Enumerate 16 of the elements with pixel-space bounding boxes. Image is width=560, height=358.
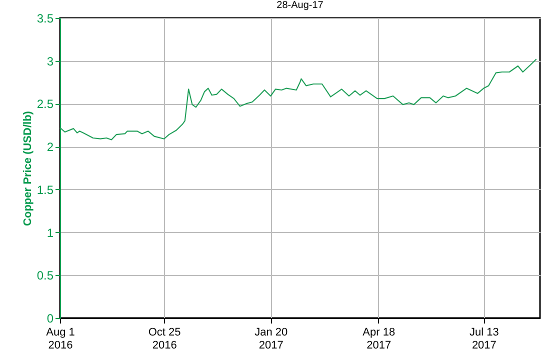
x-tick-label: Oct 25 2016: [148, 326, 181, 352]
y-tick-label: 0.5: [36, 268, 54, 283]
y-tick-label: 2: [46, 140, 54, 154]
y-axis-title: Copper Price (USD/lb): [22, 110, 34, 226]
y-tick-label: 1.5: [36, 182, 54, 197]
y-tick-label: 0: [46, 312, 54, 326]
x-tick-label: Aug 1 2016: [46, 326, 75, 352]
y-tick-label: 3.5: [36, 12, 54, 26]
y-tick-label: 1: [46, 226, 54, 240]
y-tick-label: 2.5: [36, 97, 54, 112]
x-tick-label: Apr 18 2017: [362, 326, 396, 352]
line-series: [59, 58, 537, 140]
chart-title: 28-Aug-17: [276, 0, 324, 11]
y-tick-label: 3: [46, 54, 54, 68]
x-tick-label: Jul 13 2017: [469, 326, 499, 352]
x-tick-label: Jan 20 2017: [254, 326, 288, 352]
